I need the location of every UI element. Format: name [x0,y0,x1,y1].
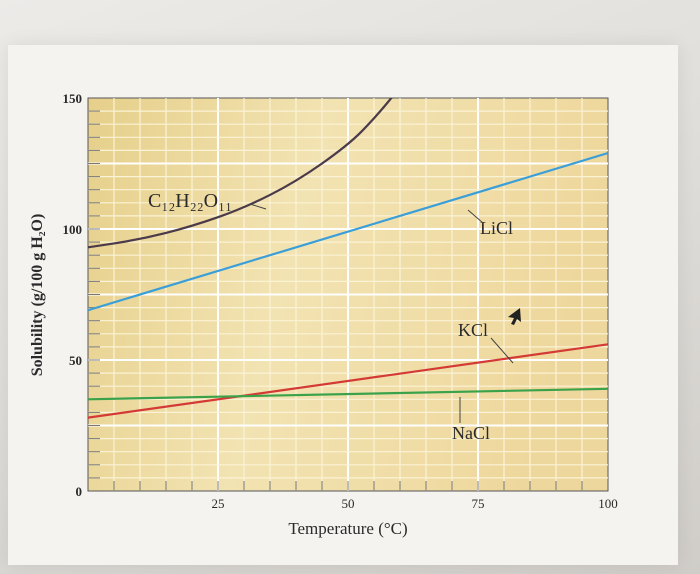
series-label-kcl: KCl [458,320,488,340]
mouse-cursor-icon [508,308,521,325]
series-line-2 [88,343,608,419]
y-tick-label: 150 [63,91,83,106]
x-axis-title: Temperature (°C) [288,519,407,538]
x-tick-label: 25 [212,496,225,511]
x-tick-label: 75 [472,496,485,511]
textbook-page: 25 50 75 100 0 50 100 150 C₁₂H₂₂O₁₁ LiCl KCl Na… [8,45,678,565]
leader-sucrose [249,203,267,210]
leader-kcl [490,337,514,364]
series-label-licl: LiCl [480,218,513,238]
y-tick-label: 100 [63,222,83,237]
x-tick-label: 100 [598,496,618,511]
grid [88,98,608,491]
y-axis-title: Solubility (g/100 g H₂O) [29,214,46,377]
y-tick-label: 0 [76,484,83,499]
x-tick-label: 50 [342,496,355,511]
series-label-sucrose: C₁₂H₂₂O₁₁ [148,190,232,212]
y-tick-label: 50 [69,353,82,368]
solubility-chart: 25 50 75 100 0 50 100 150 C₁₂H₂₂O₁₁ LiCl KCl Na… [29,91,618,538]
series-line-0 [88,98,393,249]
series-label-nacl: NaCl [452,423,490,443]
leader-licl [467,209,484,224]
series-line-1 [88,151,608,312]
tick-labels: 25 50 75 100 0 50 100 150 [63,91,618,511]
series-lines [88,98,608,419]
series-line-3 [88,387,608,401]
